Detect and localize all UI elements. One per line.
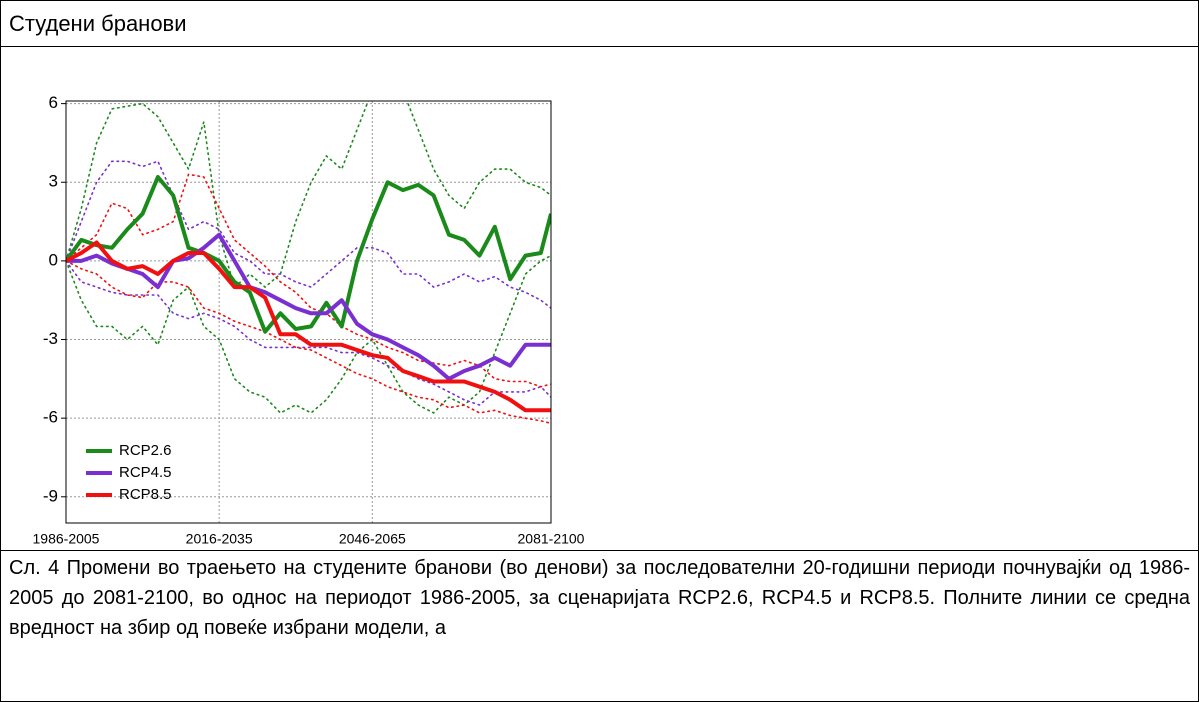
series-line (66, 175, 551, 334)
range-line (66, 254, 551, 414)
x-tick-label: 2016-2035 (186, 531, 253, 547)
figure-title: Студени бранови (1, 1, 1198, 47)
series-line (66, 240, 551, 413)
range-line (66, 260, 551, 425)
x-tick-label: 2046-2065 (339, 531, 406, 547)
y-tick-label: 6 (49, 93, 58, 112)
chart: 6 3 0 -3 -6 -9 1986-2005 2016-2035 2046-2065 2081… (33, 93, 585, 547)
y-tick-label: -3 (43, 329, 58, 348)
range-line (66, 260, 551, 406)
y-tick-label: 3 (49, 172, 58, 191)
legend-label: RCP4.5 (119, 464, 172, 481)
plot-frame (65, 100, 552, 524)
range-line (66, 160, 551, 309)
x-tick-label: 2081-2100 (518, 531, 585, 547)
range-line (66, 173, 551, 388)
legend-label: RCP2.6 (119, 442, 172, 459)
legend-label: RCP8.5 (119, 486, 172, 503)
y-tick-label: -6 (43, 408, 58, 427)
y-tick-label: -9 (43, 486, 58, 505)
series-line (66, 232, 551, 381)
x-tick-label: 1986-2005 (33, 531, 100, 547)
y-tick-label: 0 (49, 250, 58, 269)
figure-caption: Сл. 4 Промени во траењето на студените б… (1, 550, 1198, 643)
plot-area (66, 101, 551, 425)
